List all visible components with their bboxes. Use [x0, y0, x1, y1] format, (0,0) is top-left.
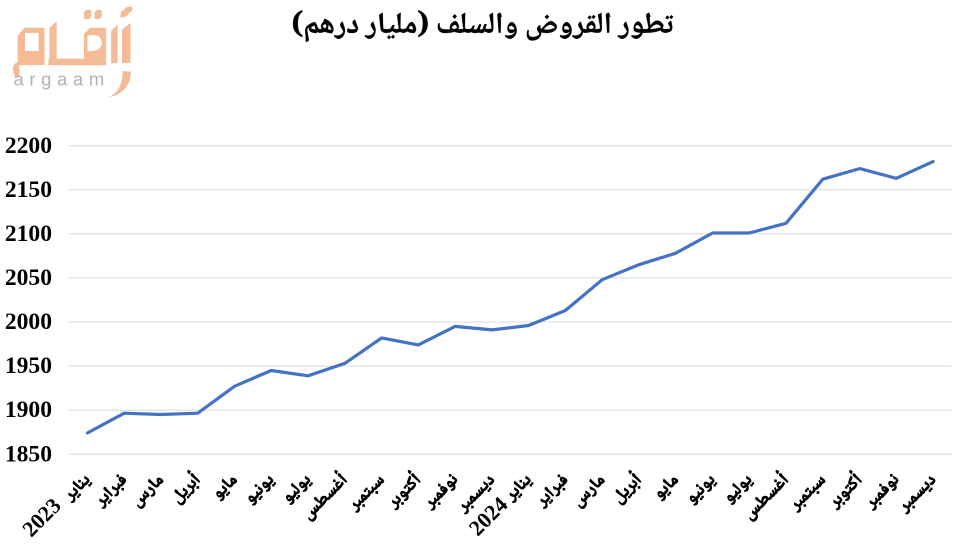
svg-text:2200: 2200 [5, 133, 52, 159]
svg-text:argaam: argaam [14, 69, 110, 90]
svg-text:1850: 1850 [5, 441, 52, 467]
svg-text:1900: 1900 [5, 397, 52, 423]
svg-text:1950: 1950 [5, 353, 52, 379]
svg-text:2150: 2150 [5, 177, 52, 203]
svg-text:2000: 2000 [5, 309, 52, 335]
svg-text:2100: 2100 [5, 221, 52, 247]
svg-text:2050: 2050 [5, 265, 52, 291]
